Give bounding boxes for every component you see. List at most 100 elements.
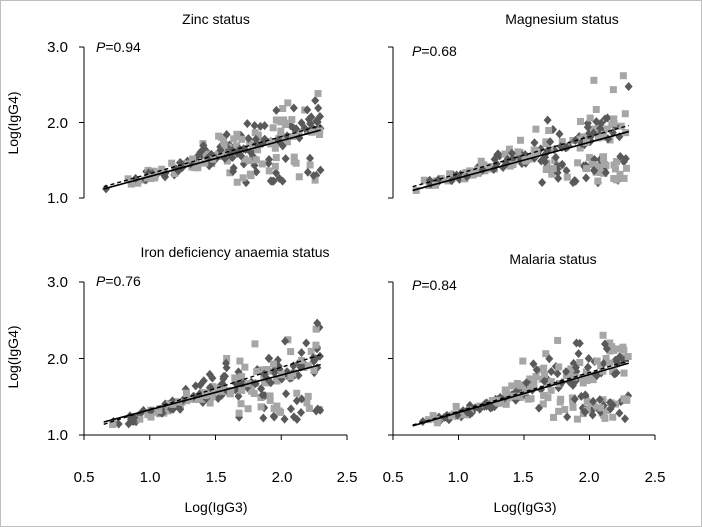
scatter-point-square <box>280 116 288 124</box>
scatter-point-diamond <box>584 354 593 364</box>
y-tick-label-3: 3.0 <box>47 39 68 56</box>
scatter-point-square <box>621 110 629 118</box>
scatter-point-diamond <box>305 153 314 163</box>
scatter-point-square <box>600 160 608 168</box>
y-tick-labels: 3.0 2.0 1.0 <box>47 39 68 207</box>
scatter-point-diamond <box>250 120 259 130</box>
x-tick-label-2-0: 2.0 <box>272 469 293 486</box>
scatter-point-diamond <box>601 168 610 178</box>
scatter-point-square <box>270 404 278 412</box>
p-value-annotation: P=0.94 <box>96 39 141 55</box>
scatter-point-square <box>561 406 569 414</box>
scatter-point-square <box>271 162 279 170</box>
x-tick-label-2-5: 2.5 <box>645 469 666 486</box>
x-tick-label-1-5: 1.5 <box>206 469 227 486</box>
scatter-point-square <box>143 174 151 182</box>
scatter-point-square <box>545 127 553 135</box>
y-axis-label: Log(IgG4) <box>5 91 21 154</box>
scatter-point-square <box>548 170 556 178</box>
scatter-point-diamond <box>222 129 231 139</box>
scatter-point-diamond <box>606 404 615 414</box>
scatter-point-square <box>497 399 505 407</box>
scatter-point-square <box>218 133 226 141</box>
scatter-point-square <box>220 138 228 146</box>
scatter-point-square <box>597 362 605 370</box>
scatter-point-square <box>558 138 566 146</box>
scatter-point-square <box>574 159 582 167</box>
scatter-point-square <box>277 408 285 416</box>
scatter-point-square <box>412 186 420 194</box>
scatter-point-square <box>238 135 246 143</box>
scatter-point-diamond <box>306 119 315 129</box>
scatter-point-square <box>532 125 540 133</box>
scatter-point-square <box>298 356 306 364</box>
scatter-point-square <box>241 363 249 371</box>
x-tick-label-0-5: 0.5 <box>74 469 95 486</box>
scatter-point-diamond <box>311 96 320 106</box>
scatter-point-diamond <box>570 394 579 404</box>
scatter-point-square <box>555 363 563 371</box>
scatter-point-diamond <box>214 393 223 403</box>
regression-line-dashed <box>103 124 321 188</box>
scatter-point-diamond <box>592 117 601 127</box>
scatter-point-diamond <box>257 384 266 394</box>
scatter-point-square <box>252 156 260 164</box>
scatter-point-square <box>266 392 274 400</box>
scatter-point-diamond <box>551 152 560 162</box>
scatter-point-square <box>603 125 611 133</box>
p-value-annotation: P=0.84 <box>412 277 457 293</box>
scatter-point-square <box>293 389 301 397</box>
scatter-point-square <box>164 407 172 415</box>
scatter-point-square <box>189 155 197 163</box>
scatter-point-square <box>295 173 303 181</box>
scatter-point-diamond <box>286 404 295 414</box>
scatter-point-square <box>516 393 524 401</box>
x-tick-label-1-5: 1.5 <box>513 469 534 486</box>
scatter-point-diamond <box>281 154 290 164</box>
scatter-point-diamond <box>196 380 205 390</box>
p-value-annotation: P=0.76 <box>96 273 141 289</box>
scatter-point-diamond <box>571 176 580 186</box>
scatter-point-square <box>134 179 142 187</box>
scatter-point-diamond <box>540 157 549 167</box>
panel-title: Zinc status <box>182 11 250 27</box>
scatter-point-square <box>567 365 575 373</box>
scatter-point-diamond <box>583 362 592 372</box>
scatter-point-square <box>588 161 596 169</box>
scatter-point-diamond <box>259 413 268 423</box>
scatter-point-square <box>208 393 216 401</box>
scatter-point-diamond <box>507 148 516 158</box>
scatter-point-square <box>257 403 265 411</box>
scatter-point-square <box>477 157 485 165</box>
scatter-point-diamond <box>599 358 608 368</box>
regression-line-dashed <box>103 354 321 425</box>
scatter-point-diamond <box>126 414 135 424</box>
scatter-point-square <box>246 138 254 146</box>
scatter-point-diamond <box>216 145 225 155</box>
x-axis-label: Log(IgG3) <box>493 499 556 515</box>
scatter-point-diamond <box>297 348 306 358</box>
scatter-point-diamond <box>243 119 252 129</box>
scatter-point-square <box>124 175 132 183</box>
scatter-point-square <box>486 163 494 171</box>
scatter-point-square <box>266 138 274 146</box>
scatter-point-square <box>606 339 614 347</box>
scatter-point-square <box>432 181 440 189</box>
scatter-point-square <box>461 175 469 183</box>
scatter-point-square <box>429 412 437 420</box>
scatter-point-square <box>540 364 548 372</box>
scatter-point-square <box>273 377 281 385</box>
scatter-point-square <box>509 161 517 169</box>
scatter-point-square <box>612 176 620 184</box>
scatter-point-square <box>586 114 594 122</box>
scatter-point-square <box>507 392 515 400</box>
scatter-point-diamond <box>219 372 228 382</box>
scatter-point-diamond <box>590 166 599 176</box>
scatter-point-square <box>136 415 144 423</box>
scatter-point-square <box>554 336 562 344</box>
scatter-point-diamond <box>270 412 279 422</box>
scatter-point-diamond <box>294 370 303 380</box>
scatter-point-square <box>540 371 548 379</box>
scatter-point-square <box>183 389 191 397</box>
scatter-point-square <box>470 168 478 176</box>
